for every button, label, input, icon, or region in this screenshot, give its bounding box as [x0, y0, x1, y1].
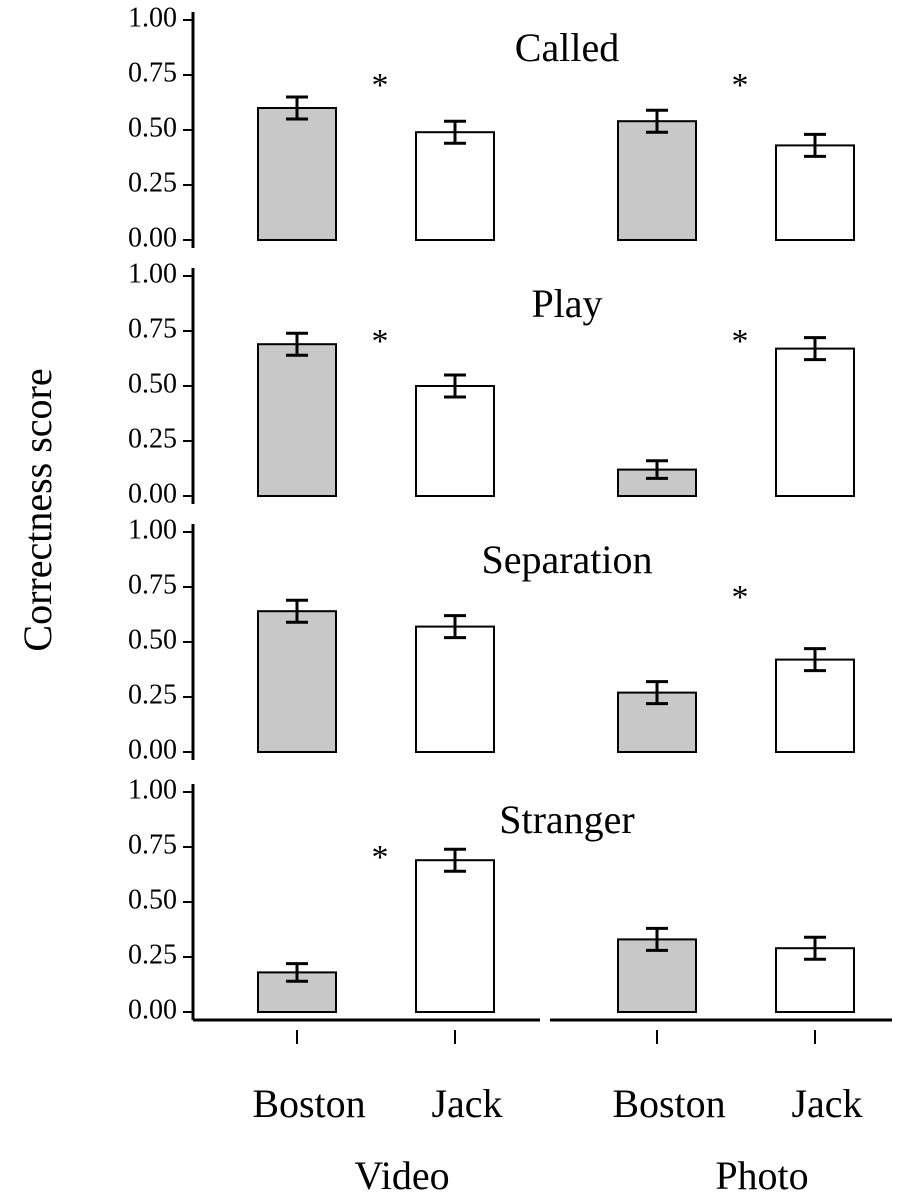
bar: [415, 859, 495, 1014]
error-bar: [444, 614, 466, 640]
bar: [415, 385, 495, 497]
x-tick-label: Jack: [431, 1081, 502, 1126]
group-label: Photo: [715, 1153, 808, 1198]
bar: [257, 343, 337, 498]
bar: [257, 107, 337, 241]
error-bar: [444, 119, 466, 145]
y-tick-label: 0.50: [128, 624, 177, 655]
panel-title: Stranger: [499, 797, 635, 842]
bar: [617, 120, 697, 241]
y-tick-label: 0.25: [128, 423, 177, 454]
panel-title: Called: [515, 25, 619, 70]
panel-title: Separation: [481, 537, 652, 582]
error-bar: [804, 647, 826, 673]
significance-star: *: [732, 579, 749, 616]
error-bar: [646, 108, 668, 134]
y-tick-label: 0.75: [128, 569, 177, 600]
y-tick-label: 1.00: [128, 514, 177, 545]
error-bar: [286, 598, 308, 624]
error-bar: [646, 459, 668, 480]
y-tick-label: 0.75: [128, 313, 177, 344]
error-bar: [646, 680, 668, 706]
y-tick-label: 0.25: [128, 167, 177, 198]
error-bar: [444, 373, 466, 399]
y-tick-label: 0.00: [128, 994, 177, 1025]
y-tick-label: 1.00: [128, 774, 177, 805]
significance-star: *: [372, 839, 389, 876]
y-tick-label: 1.00: [128, 2, 177, 33]
bar: [775, 658, 855, 753]
y-tick-label: 0.75: [128, 829, 177, 860]
x-tick-label: Boston: [612, 1081, 725, 1126]
y-tick-label: 0.25: [128, 939, 177, 970]
error-bar: [804, 935, 826, 961]
error-bar: [646, 926, 668, 952]
bar: [775, 144, 855, 241]
y-tick-label: 0.00: [128, 478, 177, 509]
bar: [775, 347, 855, 497]
error-bar: [286, 95, 308, 121]
y-tick-label: 0.25: [128, 679, 177, 710]
y-tick-label: 0.00: [128, 734, 177, 765]
error-bar: [804, 132, 826, 158]
significance-star: *: [732, 67, 749, 104]
panel-title: Play: [531, 281, 602, 326]
y-tick-label: 0.50: [128, 884, 177, 915]
significance-star: *: [372, 323, 389, 360]
y-axis-label: Correctness score: [15, 368, 60, 651]
group-label: Video: [354, 1153, 449, 1198]
bar: [257, 610, 337, 754]
y-tick-label: 0.50: [128, 368, 177, 399]
significance-star: *: [732, 323, 749, 360]
y-tick-label: 0.00: [128, 222, 177, 253]
error-bar: [286, 331, 308, 357]
y-tick-label: 0.75: [128, 57, 177, 88]
error-bar: [804, 336, 826, 362]
bar: [415, 131, 495, 241]
error-bar: [286, 962, 308, 983]
error-bar: [444, 847, 466, 873]
y-tick-label: 0.50: [128, 112, 177, 143]
significance-star: *: [372, 67, 389, 104]
y-tick-label: 1.00: [128, 258, 177, 289]
x-tick-label: Jack: [791, 1081, 862, 1126]
bar: [415, 625, 495, 753]
x-tick-label: Boston: [252, 1081, 365, 1126]
